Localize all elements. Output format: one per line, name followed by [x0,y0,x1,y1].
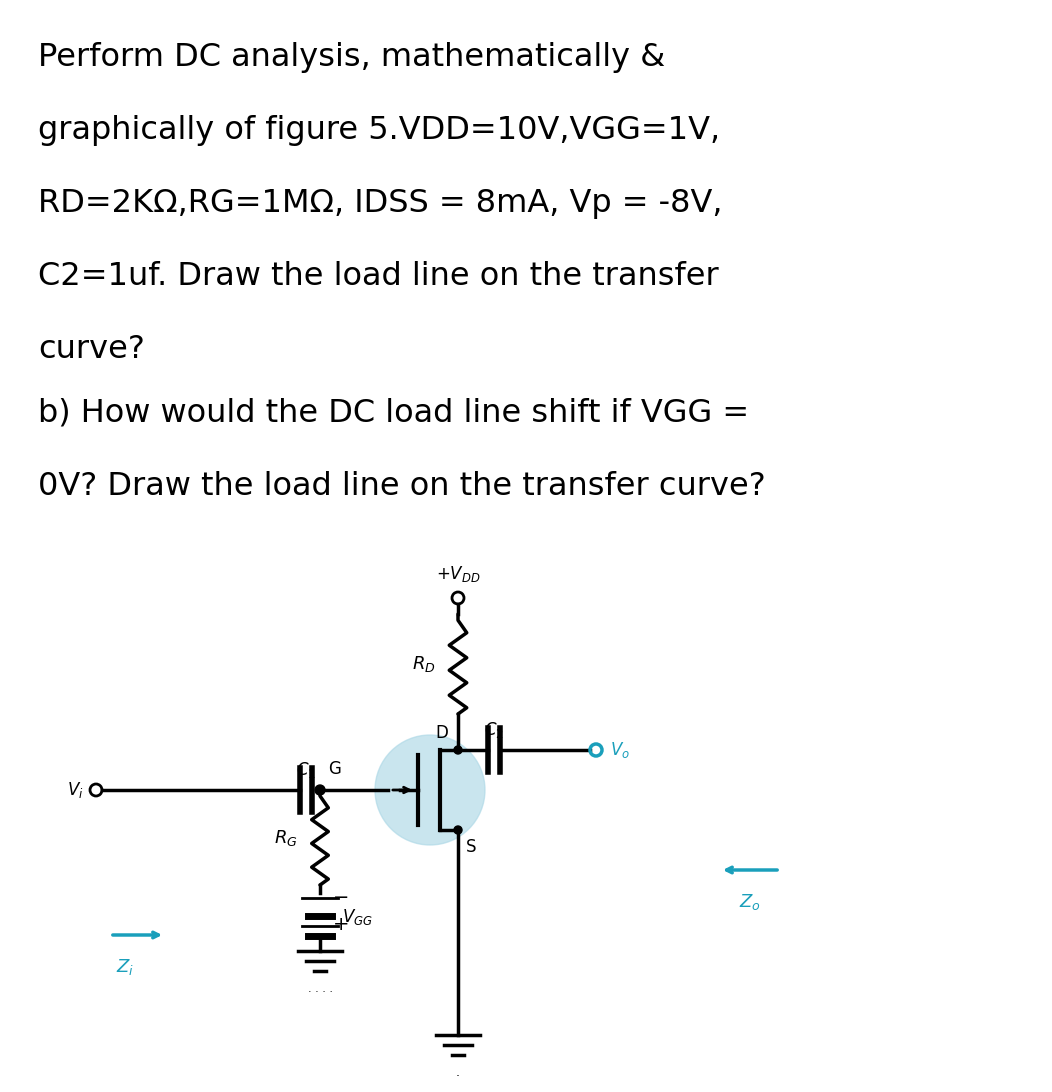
Text: $+V_{DD}$: $+V_{DD}$ [436,563,481,584]
Text: $+$: $+$ [332,914,348,934]
Text: Perform DC analysis, mathematically &: Perform DC analysis, mathematically & [38,41,665,73]
Circle shape [454,826,462,834]
Text: b) How would the DC load line shift if VGG =: b) How would the DC load line shift if V… [38,397,749,429]
Text: .: . [456,1067,460,1080]
Text: $R_G$: $R_G$ [275,828,298,847]
Text: G: G [328,760,341,778]
Text: $C_2$: $C_2$ [484,720,504,740]
Circle shape [375,735,485,845]
Circle shape [315,785,325,795]
Text: 0V? Draw the load line on the transfer curve?: 0V? Draw the load line on the transfer c… [38,471,766,502]
Text: RD=2KΩ,RG=1MΩ, IDSS = 8mA, Vp = -8V,: RD=2KΩ,RG=1MΩ, IDSS = 8mA, Vp = -8V, [38,188,723,219]
Text: $V_{GG}$: $V_{GG}$ [342,907,372,927]
Text: C2=1uf. Draw the load line on the transfer: C2=1uf. Draw the load line on the transf… [38,261,719,292]
Text: $Z_i$: $Z_i$ [116,957,134,977]
Text: graphically of figure 5.VDD=10V,VGG=1V,: graphically of figure 5.VDD=10V,VGG=1V, [38,115,721,146]
Text: $C_1$: $C_1$ [296,760,316,780]
Circle shape [454,746,462,753]
Text: $-$: $-$ [332,886,348,904]
Text: curve?: curve? [38,334,145,365]
Text: S: S [466,838,477,856]
Text: D: D [436,724,448,741]
Text: $Z_o$: $Z_o$ [740,892,761,912]
Text: . . . .: . . . . [307,984,332,994]
Text: $V_i$: $V_i$ [67,780,84,800]
Text: $R_D$: $R_D$ [412,654,436,674]
Text: $V_o$: $V_o$ [610,740,630,760]
